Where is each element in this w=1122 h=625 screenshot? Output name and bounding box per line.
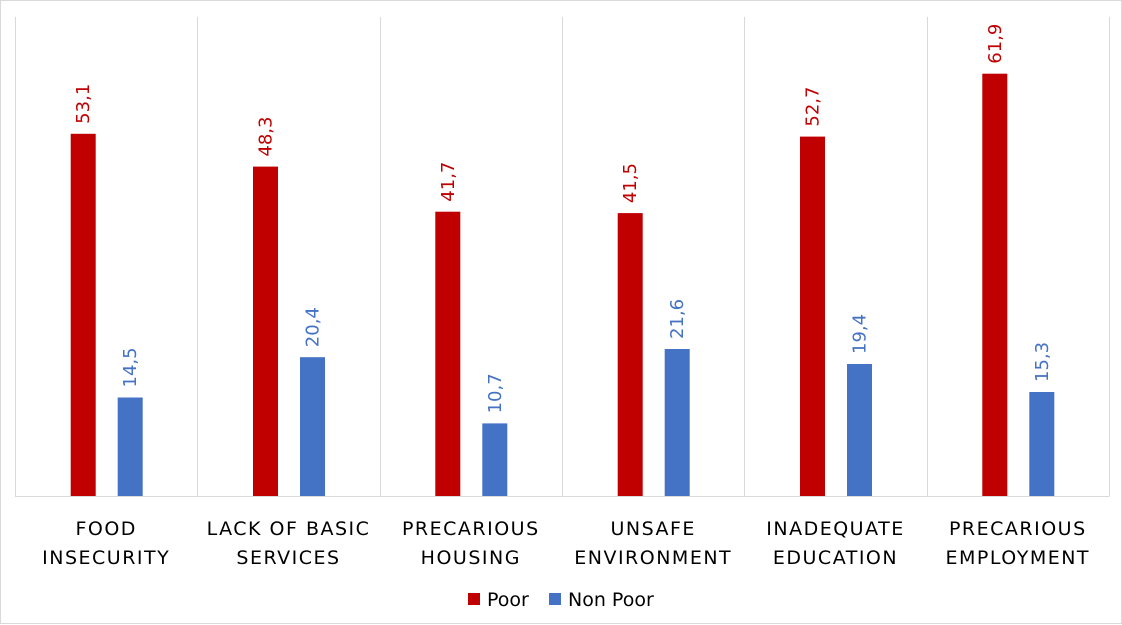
category-label: PRECARIOUS [949,518,1087,540]
non-poor-bar [1029,392,1055,497]
category-label: PRECARIOUS [402,518,540,540]
poor-bar [617,213,643,497]
category-label: INSECURITY [42,547,170,569]
category-label: SERVICES [236,547,340,569]
poor-value-label: 52,7 [803,87,824,127]
non-poor-value-label: 15,3 [1032,342,1053,382]
legend: Poor Non Poor [468,589,654,611]
non-poor-value-label: 20,4 [303,307,324,347]
non-poor-legend-swatch [549,593,561,605]
bars-group [70,73,1055,497]
category-label: EDUCATION [773,547,898,569]
non-poor-value-label: 19,4 [850,314,871,354]
category-label: EMPLOYMENT [946,547,1091,569]
poor-bar [253,166,278,497]
poor-bar [70,133,96,497]
category-label: HOUSING [421,547,521,569]
category-separators [15,17,1110,497]
non-poor-value-label: 10,7 [485,373,506,413]
poor-value-label: 41,7 [438,162,459,202]
poor-value-label: 61,9 [985,24,1006,64]
category-label: UNSAFE [610,518,695,540]
poor-bar [800,136,825,497]
poor-value-label: 41,5 [620,163,641,203]
poor-value-label: 48,3 [256,117,277,157]
category-label: INADEQUATE [766,518,904,540]
non-poor-value-label: 21,6 [667,299,688,339]
non-poor-bar [117,397,143,497]
non-poor-bar [664,349,690,497]
poor-bar [435,211,461,497]
non-poor-bar [482,423,508,497]
poor-legend-swatch [468,593,480,605]
poor-bar [982,73,1008,497]
value-labels-group: 53,1 48,3 41,7 41,5 52,7 61,9 14,5 20,4 10,7 21,6… [73,24,1053,414]
non-poor-bar [300,357,325,497]
non-poor-legend-label: Non Poor [568,589,654,611]
poor-value-label: 53,1 [73,84,94,124]
category-label: FOOD [75,518,136,540]
non-poor-value-label: 14,5 [120,347,141,387]
category-labels-group: FOOD INSECURITY LACK OF BASIC SERVICES PRECA… [42,518,1091,569]
poor-legend-label: Poor [487,589,529,611]
category-label: LACK OF BASIC [207,518,371,540]
category-label: ENVIRONMENT [574,547,732,569]
non-poor-bar [847,364,872,497]
